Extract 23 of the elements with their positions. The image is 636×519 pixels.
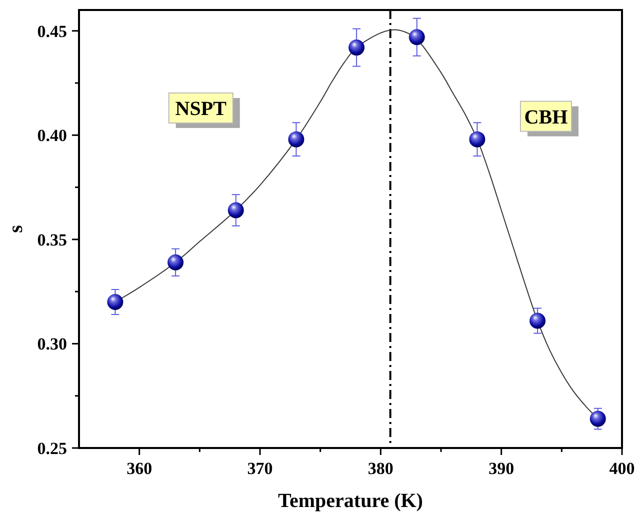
- point: [530, 312, 546, 329]
- point: [469, 131, 486, 148]
- point: [348, 40, 365, 56]
- point: [408, 29, 425, 46]
- x-tick-label: 360: [126, 459, 152, 478]
- point: [288, 131, 304, 148]
- x-tick-label: 380: [368, 459, 394, 478]
- point: [228, 202, 244, 218]
- point: [590, 410, 606, 427]
- x-tick-label: 400: [609, 459, 635, 478]
- text: 0.35: [37, 230, 67, 250]
- y-tick-label: 0.45: [37, 22, 67, 41]
- text: 0.40: [37, 126, 67, 146]
- x-tick-label: 390: [488, 459, 514, 478]
- point: [107, 294, 124, 310]
- x-tick-label: 370: [247, 459, 273, 478]
- y-axis-title: s: [5, 224, 27, 233]
- annotation: NSPT: [175, 98, 228, 120]
- annotation: CBH: [524, 106, 568, 128]
- point: [168, 254, 184, 270]
- y-tick-label: 0.25: [37, 438, 67, 458]
- x-axis-title: Temperature (K): [278, 490, 423, 512]
- text: 0.30: [37, 334, 67, 354]
